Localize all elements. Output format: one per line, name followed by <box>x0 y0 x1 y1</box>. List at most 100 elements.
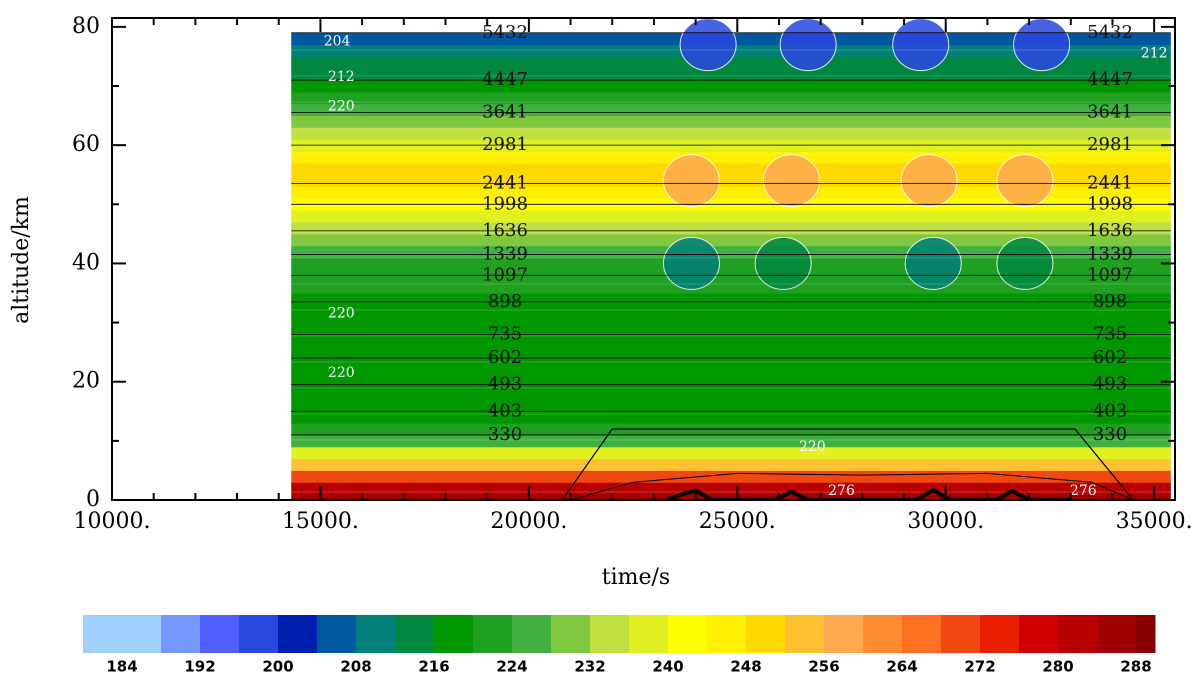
temperature-band <box>291 363 1171 377</box>
x-tick-label: 15000. <box>282 509 359 534</box>
outline-low <box>570 472 1134 500</box>
temperature-band <box>291 56 1171 69</box>
temperature-band <box>291 127 1171 140</box>
temperature-band <box>291 304 1171 318</box>
isentrope-label: 898 <box>1093 291 1127 312</box>
plot-area: 5432 5432 4447 4447 3641 3641 2981 2981 2441 2441… <box>291 18 1171 500</box>
colorbar-box <box>629 615 668 653</box>
x-axis-label: time/s <box>602 565 670 590</box>
colorbar-box <box>551 615 590 653</box>
colorbar-label: 264 <box>886 658 917 676</box>
isentrope-label: 1339 <box>1087 244 1133 265</box>
y-axis-label: altitude/km <box>9 196 34 324</box>
temperature-band <box>291 222 1171 235</box>
colorbar-label: 208 <box>340 658 371 676</box>
x-tick-label: 25000. <box>699 509 776 534</box>
colorbar-label: 248 <box>730 658 761 676</box>
outline <box>561 428 1134 500</box>
x-tick-label: 35000. <box>1116 509 1193 534</box>
colorbar-box <box>746 615 785 653</box>
temperature-band <box>291 482 1171 495</box>
colorbar-box <box>200 615 239 653</box>
temperature-label: 204 <box>324 34 351 50</box>
temperature-band <box>291 293 1171 306</box>
y-tick-label: 80 <box>72 14 100 39</box>
anomaly <box>996 154 1054 208</box>
colorbar-box <box>512 615 551 653</box>
isentrope-label: 2441 <box>482 173 528 194</box>
temperature-band <box>291 375 1171 389</box>
x-tick-label: 20000. <box>490 509 567 534</box>
colorbar-label: 200 <box>262 658 293 676</box>
temperature-band <box>291 434 1171 448</box>
terrain <box>665 487 1071 500</box>
isentrope-label: 1998 <box>1087 193 1133 214</box>
colorbar-label: 280 <box>1042 658 1073 676</box>
temperature-band <box>291 103 1171 117</box>
colorbar-box <box>239 615 278 653</box>
temperature-band <box>291 470 1171 483</box>
isentrope-label: 1339 <box>482 244 528 265</box>
x-tick-label: 30000. <box>907 509 984 534</box>
colorbar-box <box>941 615 980 653</box>
colorbar-box <box>785 615 824 653</box>
y-tick-label: 40 <box>72 250 100 275</box>
isentrope-label: 403 <box>1093 400 1127 421</box>
isentrope-label: 5432 <box>482 22 528 43</box>
colorbar-label: 256 <box>808 658 839 676</box>
isentrope-label: 493 <box>488 374 522 395</box>
colorbar-box <box>980 615 1019 653</box>
isentrope-label: 3641 <box>482 102 528 123</box>
colorbar-box <box>1058 615 1097 653</box>
temperature-band <box>291 151 1171 164</box>
anomaly <box>679 18 737 72</box>
isentrope-label: 602 <box>488 347 522 368</box>
colorbar-box <box>902 615 941 653</box>
temperature-label: 220 <box>328 99 355 115</box>
isentrope-label: 493 <box>1093 374 1127 395</box>
temperature-band <box>291 316 1171 329</box>
colorbar-label: 216 <box>418 658 449 676</box>
temperature-label: 276 <box>1070 483 1097 499</box>
colorbar-box <box>863 615 902 653</box>
isentrope-label: 5432 <box>1087 22 1133 43</box>
isentrope-label: 2441 <box>1087 173 1133 194</box>
temperature-band <box>291 340 1171 353</box>
colorbar-label: 232 <box>574 658 605 676</box>
y-tick-label: 60 <box>72 132 100 157</box>
colorbar-box <box>824 615 863 653</box>
anomaly <box>762 154 820 208</box>
colorbar-label: 240 <box>652 658 683 676</box>
temperature-band <box>291 446 1171 460</box>
anomaly <box>1013 18 1071 72</box>
colorbar-box <box>278 615 317 653</box>
temperature-band <box>291 281 1171 294</box>
temperature-band <box>291 399 1171 412</box>
isentrope-label: 1998 <box>482 193 528 214</box>
colorbar-box <box>356 615 395 653</box>
isentrope-label: 1097 <box>482 264 528 285</box>
colorbar-box <box>707 615 746 653</box>
temperature-band <box>291 68 1171 81</box>
colorbar-label: 184 <box>106 658 137 676</box>
anomaly <box>900 154 958 208</box>
y-tick-label: 0 <box>86 487 100 512</box>
temperature-band <box>291 115 1171 128</box>
isentrope-label: 2981 <box>1087 134 1133 155</box>
anomaly <box>892 18 950 72</box>
colorbar-label: 192 <box>184 658 215 676</box>
temperature-label: 220 <box>799 439 826 455</box>
y-tick-label: 20 <box>72 369 100 394</box>
anomaly <box>662 154 720 208</box>
colorbar-box <box>668 615 707 653</box>
colorbar-box <box>1136 615 1156 653</box>
isentrope-label: 602 <box>1093 347 1127 368</box>
isentrope-label: 1636 <box>1087 220 1133 241</box>
isentrope-label: 330 <box>488 424 522 445</box>
colorbar-label: 272 <box>964 658 995 676</box>
isentrope-label: 403 <box>488 400 522 421</box>
isentrope-label: 330 <box>1093 424 1127 445</box>
temperature-label: 276 <box>828 483 855 499</box>
